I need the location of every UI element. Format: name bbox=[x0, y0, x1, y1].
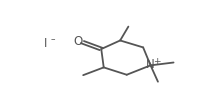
Text: +: + bbox=[153, 57, 160, 66]
Text: N: N bbox=[146, 58, 155, 71]
Text: O: O bbox=[74, 35, 83, 48]
Text: I: I bbox=[44, 37, 47, 50]
Text: –: – bbox=[50, 35, 55, 44]
